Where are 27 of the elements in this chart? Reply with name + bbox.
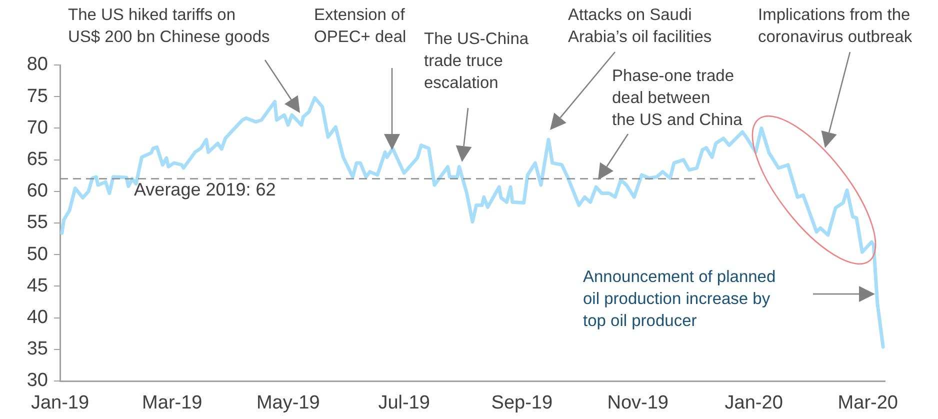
- y-tick-label: 35: [26, 338, 48, 360]
- x-tick-label: Jul-19: [378, 392, 430, 414]
- x-tick-label: May-19: [256, 392, 320, 414]
- y-tick-label: 80: [26, 54, 48, 76]
- x-tick-label: Nov-19: [607, 392, 669, 414]
- y-tick-label: 50: [26, 244, 48, 265]
- y-tick-label: 60: [26, 180, 48, 202]
- text: Attacks on Saudi Arabia’s oil facilities: [568, 5, 712, 48]
- x-tick-label: Jan-20: [724, 392, 783, 414]
- text: Implications from the coronavirus outbreak: [758, 5, 912, 48]
- annotation: Phase-one trade deal between the US and China: [612, 66, 742, 131]
- text: The US hiked tariffs on US$ 200 bn Chinese goods: [68, 5, 270, 48]
- x-tick-label: Mar-20: [838, 392, 898, 414]
- y-tick-label: 30: [26, 370, 48, 392]
- y-tick-label: 55: [26, 212, 48, 234]
- y-tick-label: 65: [26, 149, 48, 170]
- annotation: The US-China trade truce escalation: [424, 29, 529, 94]
- x-tick-label: Sep-19: [491, 392, 553, 414]
- ref-line-label: Average 2019: 62: [134, 180, 276, 200]
- y-tick-label: 45: [26, 275, 48, 296]
- text: Extension of OPEC+ deal: [314, 5, 406, 48]
- x-tick-label: Jan-19: [30, 392, 90, 414]
- y-tick-label: 40: [26, 307, 48, 328]
- annotation: Announcement of planned oil production increase by top oil producer: [583, 267, 776, 332]
- x-tick-label: Mar-19: [142, 392, 202, 414]
- y-tick-label: 70: [26, 117, 48, 138]
- y-tick-label: 75: [26, 86, 48, 107]
